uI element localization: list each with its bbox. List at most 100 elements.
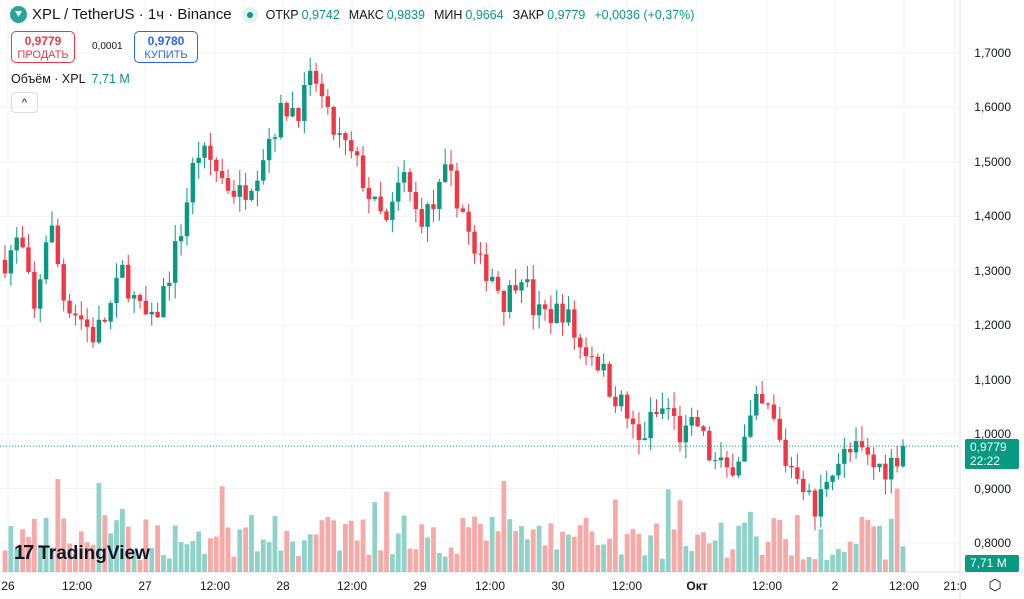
- volume-bar: [137, 559, 143, 572]
- ohlc-values: ОТКР 0,9742 МАКС 0,9839 МИН 0,9664 ЗАКР 0,97…: [266, 8, 701, 22]
- volume-bar: [436, 553, 442, 572]
- candle-down: [701, 426, 706, 431]
- symbol-title[interactable]: XPL / TetherUS · 1ч · Binance: [32, 6, 232, 23]
- volume-bar: [14, 549, 20, 572]
- sell-button[interactable]: 0,9779 ПРОДАТЬ: [11, 31, 75, 63]
- price-axis-label: 1,5000: [974, 154, 1011, 169]
- tradingview-logo-icon: 17: [14, 542, 34, 564]
- volume-bar: [489, 517, 495, 572]
- volume-bar: [413, 549, 419, 572]
- price-axis-label: 1,1000: [974, 372, 1011, 387]
- volume-bar: [125, 526, 131, 572]
- volume-bar: [178, 542, 184, 572]
- volume-bar: [20, 529, 26, 572]
- volume-bar: [360, 519, 366, 572]
- volume-bar: [131, 549, 137, 572]
- candle-down: [730, 467, 735, 476]
- candle-up: [754, 393, 759, 416]
- volume-bar: [313, 534, 319, 572]
- volume-bar: [478, 523, 483, 572]
- candle-up: [718, 457, 724, 461]
- collapse-button[interactable]: ^: [11, 92, 38, 113]
- volume-bar: [853, 543, 859, 572]
- candle-up: [842, 448, 847, 464]
- candle-down: [319, 83, 325, 97]
- time-axis-label: 2: [831, 579, 839, 593]
- volume-bar: [789, 555, 794, 572]
- candle-up: [337, 133, 342, 135]
- candle-up: [390, 201, 395, 220]
- candle-down: [542, 304, 548, 310]
- candle-down: [208, 145, 213, 160]
- volume-bar: [818, 529, 824, 572]
- settings-icon[interactable]: ⬡: [988, 577, 1002, 594]
- candle-down: [630, 418, 636, 425]
- candle-up: [442, 164, 448, 182]
- volume-bar: [665, 489, 671, 572]
- watermark-text: TradingView: [38, 542, 150, 564]
- candle-down: [654, 411, 659, 415]
- volume-bar: [96, 483, 102, 572]
- buy-button[interactable]: 0,9780 КУПИТЬ: [134, 31, 198, 63]
- candle-down: [695, 417, 700, 427]
- candle-up: [8, 250, 14, 274]
- candle-up: [818, 489, 824, 517]
- volume-bar: [689, 551, 695, 572]
- volume-bar: [172, 525, 178, 572]
- volume-bar: [278, 550, 284, 572]
- time-axis-label: 12:00: [888, 579, 920, 593]
- volume-bar: [78, 531, 84, 572]
- volume-bar: [343, 523, 348, 572]
- candle-up: [489, 276, 495, 281]
- volume-bar: [67, 543, 72, 572]
- candle-down: [32, 271, 37, 309]
- volume-bar: [472, 516, 477, 572]
- volume-bar: [654, 523, 659, 572]
- volume-bar: [378, 550, 384, 572]
- candle-down: [413, 191, 419, 210]
- candle-down: [143, 300, 149, 315]
- candle-down: [84, 319, 90, 327]
- volume-bar: [771, 518, 777, 572]
- volume-bar: [613, 499, 618, 572]
- volume-bar: [566, 534, 571, 572]
- volume-bar: [706, 543, 712, 572]
- volume-bar: [202, 553, 207, 572]
- candle-down: [360, 155, 366, 189]
- candle-down: [325, 96, 331, 107]
- candle-up: [519, 282, 524, 291]
- volume-bar: [712, 540, 718, 572]
- candle-up: [824, 481, 829, 490]
- volume-bar: [319, 520, 325, 572]
- candle-down: [795, 467, 800, 479]
- candle-up: [14, 237, 19, 251]
- volume-bar: [636, 533, 642, 572]
- candle-up: [43, 242, 49, 280]
- high-value: 0,9839: [386, 7, 425, 22]
- volume-bar: [219, 486, 225, 572]
- volume-bar: [190, 540, 196, 572]
- volume-bar: [84, 542, 90, 572]
- candle-down: [859, 441, 865, 448]
- candle-down: [577, 337, 583, 348]
- open-label: ОТКР: [265, 7, 299, 22]
- volume-bar: [8, 526, 14, 572]
- tradingview-watermark[interactable]: 17 TradingView: [14, 542, 150, 565]
- volume-bar: [272, 516, 278, 572]
- candle-down: [61, 264, 66, 301]
- volume-bar: [859, 516, 865, 572]
- candle-down: [801, 478, 806, 492]
- volume-bar: [401, 515, 407, 572]
- volume-bar: [395, 533, 401, 572]
- candle-up: [237, 185, 242, 197]
- volume-bar: [648, 535, 654, 572]
- candle-down: [67, 300, 72, 314]
- time-axis-label: 28: [276, 579, 290, 593]
- volume-bar: [671, 529, 677, 572]
- candle-up: [554, 303, 559, 324]
- candle-down: [26, 247, 31, 272]
- candle-down: [607, 363, 612, 397]
- candle-up: [437, 181, 442, 209]
- candle-up: [261, 160, 266, 181]
